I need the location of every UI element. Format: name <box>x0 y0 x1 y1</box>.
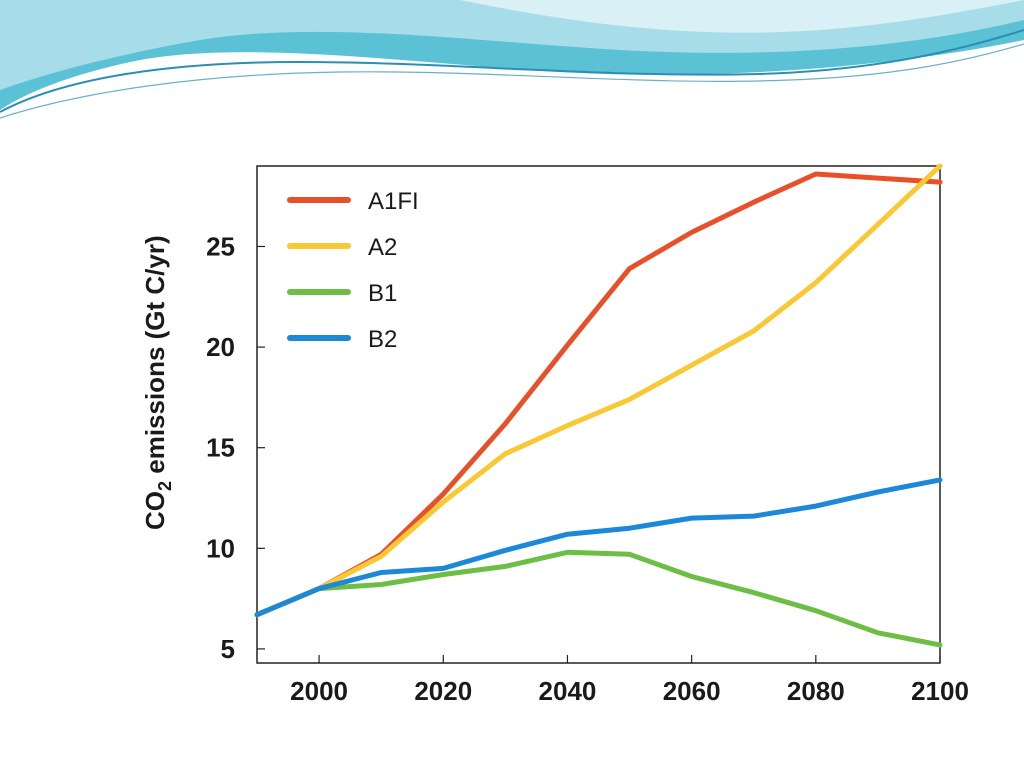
x-tick-label: 2100 <box>911 676 969 706</box>
series-line-b1 <box>254 549 943 648</box>
legend-label-a1fi: A1FI <box>368 188 419 215</box>
legend-label-b2: B2 <box>368 326 397 353</box>
y-axis-title: CO2 emissions (Gt C/yr) <box>140 235 175 530</box>
y-tick-label: 5 <box>221 634 235 664</box>
y-axis-title-prefix: CO <box>140 491 170 530</box>
chart-panel: 2000 2020 2040 2060 2080 2100 5 10 15 20 25 A1FI A2… <box>120 160 996 712</box>
y-tick-label: 10 <box>206 533 235 563</box>
y-tick-label: 20 <box>206 332 235 362</box>
svg-text:CO2 emissions (Gt C/yr): CO2 emissions (Gt C/yr) <box>140 235 175 530</box>
x-tick-label: 2040 <box>539 676 597 706</box>
plot-border <box>256 165 941 664</box>
y-axis-title-suffix: emissions (Gt C/yr) <box>140 235 170 481</box>
legend: A1FI A2 B1 B2 <box>287 188 419 353</box>
legend-label-b1: B1 <box>368 280 397 307</box>
header-wave-decoration <box>0 0 1024 119</box>
series-layer <box>254 163 943 648</box>
x-tick-label: 2000 <box>290 676 348 706</box>
series-line-a1fi <box>254 171 943 618</box>
ticks-layer: 2000 2020 2040 2060 2080 2100 5 10 15 20 25 <box>206 231 969 706</box>
y-tick-label: 25 <box>206 231 235 261</box>
y-axis-title-subscript: 2 <box>155 481 175 491</box>
y-tick-label: 15 <box>206 433 235 463</box>
emissions-line-chart: 2000 2020 2040 2060 2080 2100 5 10 15 20 25 A1FI A2… <box>140 163 969 706</box>
series-line-a2 <box>254 163 943 618</box>
series-line-b2 <box>254 477 943 618</box>
plot-frame <box>256 165 941 664</box>
x-tick-label: 2080 <box>787 676 845 706</box>
x-tick-label: 2060 <box>663 676 721 706</box>
x-tick-label: 2020 <box>414 676 472 706</box>
legend-label-a2: A2 <box>368 234 397 261</box>
